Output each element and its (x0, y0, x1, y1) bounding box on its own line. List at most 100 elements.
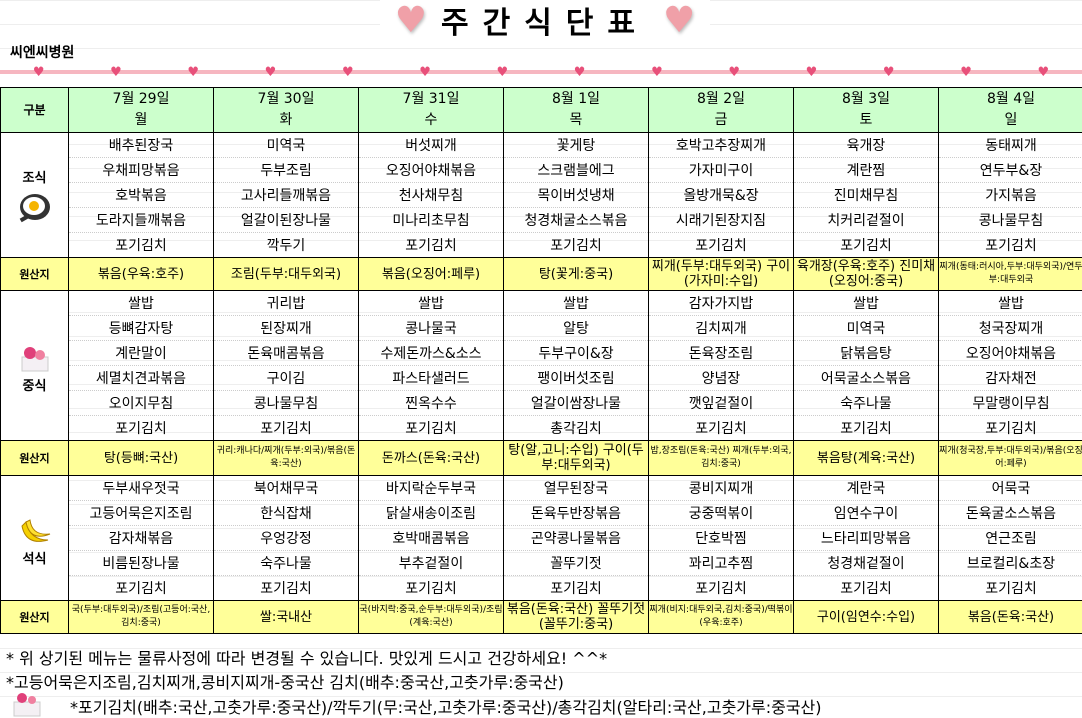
menu-item: 목이버섯냉채 (503, 182, 649, 208)
menu-item: 포기김치 (213, 575, 359, 601)
origin-label: 원산지 (0, 600, 69, 634)
menu-item: 포기김치 (358, 415, 504, 441)
day-of-week: 일 (1004, 112, 1018, 128)
day-date: 8월 4일 (986, 91, 1036, 107)
menu-row: 우채피망볶음 두부조림 오징어야채볶음 스크램블에그 가자미구이 계란찜 연두부&장 (1, 157, 1082, 183)
menu-item: 배추된장국 (68, 132, 214, 158)
heart-icon: ♥ (187, 64, 200, 80)
menu-item: 김치찌개 (648, 315, 794, 341)
day-of-week: 화 (279, 112, 293, 128)
day-of-week: 토 (859, 112, 873, 128)
day-header: 8월 3일 토 (793, 87, 939, 133)
menu-item: 버섯찌개 (358, 132, 504, 158)
menu-item: 스크램블에그 (503, 157, 649, 183)
menu-item: 깍두기 (213, 232, 359, 258)
origin-info: 구이(임연수:수입) (793, 600, 939, 634)
menu-item: 가자미구이 (648, 157, 794, 183)
heart-icon: ♥ (32, 64, 45, 80)
menu-item: 호박볶음 (68, 182, 214, 208)
menu-item: 부추겉절이 (358, 550, 504, 576)
menu-item: 청경채겉절이 (793, 550, 939, 576)
menu-row: 계란말이 돈육매콤볶음 수제돈까스&소스 두부구이&장 돈육장조림 닭볶음탕 오징어야채볶음 (1, 340, 1082, 366)
menu-item: 포기김치 (648, 232, 794, 258)
heart-icon: ♥ (341, 64, 354, 80)
hospital-name: 씨엔씨병원 (10, 45, 75, 61)
menu-item: 귀리밥 (213, 290, 359, 316)
origin-info: 탕(등뼈:국산) (68, 440, 214, 476)
heart-icon: ♥ (394, 0, 427, 41)
menu-item: 오이지무침 (68, 390, 214, 416)
heart-icon: ♥ (573, 64, 586, 80)
menu-item: 육개장 (793, 132, 939, 158)
menu-item: 포기김치 (648, 415, 794, 441)
origin-info: 귀리:캐나다/찌개(두부:외국)/볶음(돈육:국산) (213, 440, 359, 476)
menu-item: 연근조림 (938, 525, 1082, 551)
menu-item: 두부새우젓국 (68, 475, 214, 501)
menu-item: 등뼈감자탕 (68, 315, 214, 341)
menu-item: 숙주나물 (213, 550, 359, 576)
menu-item: 수제돈까스&소스 (358, 340, 504, 366)
page-title: ♥ 주간식단표 ♥ (380, 0, 710, 41)
menu-item: 된장찌개 (213, 315, 359, 341)
menu-item: 콩나물국 (358, 315, 504, 341)
day-of-week: 월 (134, 112, 148, 128)
menu-item: 두부구이&장 (503, 340, 649, 366)
origin-label: 원산지 (0, 257, 69, 291)
menu-item: 미나리초무침 (358, 207, 504, 233)
menu-item: 포기김치 (793, 575, 939, 601)
menu-item: 포기김치 (938, 232, 1082, 258)
menu-row: 호박볶음 고사리들깨볶음 천사채무침 목이버섯냉채 올방개묵&장 진미채무침 가지볶음 (1, 182, 1082, 208)
origin-label: 원산지 (0, 440, 69, 476)
origin-info: 볶음(우육:호주) (68, 257, 214, 291)
menu-item: 단호박찜 (648, 525, 794, 551)
menu-item: 세멸치견과볶음 (68, 365, 214, 391)
menu-item: 쌀밥 (358, 290, 504, 316)
menu-item: 돈육매콤볶음 (213, 340, 359, 366)
day-of-week: 목 (569, 112, 583, 128)
origin-row: 원산지 볶음(우육:호주) 조림(두부:대두외국) 볶음(오징어:페루) 탕(꽃게:중국… (0, 257, 1082, 291)
menu-item: 시래기된장지짐 (648, 207, 794, 233)
footer-note-1: * 위 상기된 메뉴는 물류사정에 따라 변경될 수 있습니다. 맛있게 드시고… (6, 649, 608, 668)
menu-item: 꼴뚜기젓 (503, 550, 649, 576)
menu-item: 포기김치 (938, 415, 1082, 441)
day-date: 8월 1일 (551, 91, 601, 107)
menu-row: 고등어묵은지조림 한식잡채 닭살새송이조림 돈육두반장볶음 궁중떡볶이 임연수구이 돈육굴소… (1, 500, 1082, 526)
menu-item: 오징어야채볶음 (938, 340, 1082, 366)
day-header: 7월 31일 수 (358, 87, 504, 133)
menu-item: 어묵굴소스볶음 (793, 365, 939, 391)
origin-info: 찌개(동태:러시아,두부:대두외국)/연두부:대두외국 (938, 257, 1082, 291)
menu-row: 조식 배추된장국 미역국 버섯찌개 꽃게탕 호박고추장찌개 육개장 동태찌개 (0, 132, 1082, 258)
menu-item: 동태찌개 (938, 132, 1082, 158)
menu-item: 올방개묵&장 (648, 182, 794, 208)
day-date: 7월 30일 (257, 91, 315, 107)
origin-info: 볶음탕(계육:국산) (793, 440, 939, 476)
menu-item: 닭살새송이조림 (358, 500, 504, 526)
menu-item: 꽈리고추찜 (648, 550, 794, 576)
menu-item: 연두부&장 (938, 157, 1082, 183)
menu-item: 가지볶음 (938, 182, 1082, 208)
menu-item: 포기김치 (503, 232, 649, 258)
menu-item: 감자채볶음 (68, 525, 214, 551)
menu-item: 우채피망볶음 (68, 157, 214, 183)
menu-item: 포기김치 (68, 232, 214, 258)
menu-item: 숙주나물 (793, 390, 939, 416)
menu-item: 콩비지찌개 (648, 475, 794, 501)
menu-item: 바지락순두부국 (358, 475, 504, 501)
day-date: 8월 2일 (696, 91, 746, 107)
menu-item: 콩나물무침 (213, 390, 359, 416)
menu-row: 포기김치 포기김치 포기김치 포기김치 포기김치 포기김치 포기김치 (1, 575, 1082, 601)
origin-info: 조림(두부:대두외국) (213, 257, 359, 291)
menu-item: 도라지들깨볶음 (68, 207, 214, 233)
menu-item: 콩나물무침 (938, 207, 1082, 233)
origin-info: 국(두부:대두외국)/조림(고등어:국산,김치:중국) (68, 600, 214, 634)
menu-item: 포기김치 (358, 575, 504, 601)
menu-item: 깻잎겉절이 (648, 390, 794, 416)
cake-icon (21, 347, 48, 372)
menu-item: 포기김치 (503, 575, 649, 601)
menu-item: 호박매콤볶음 (358, 525, 504, 551)
menu-item: 계란말이 (68, 340, 214, 366)
origin-info: 쌀:국내산 (213, 600, 359, 634)
